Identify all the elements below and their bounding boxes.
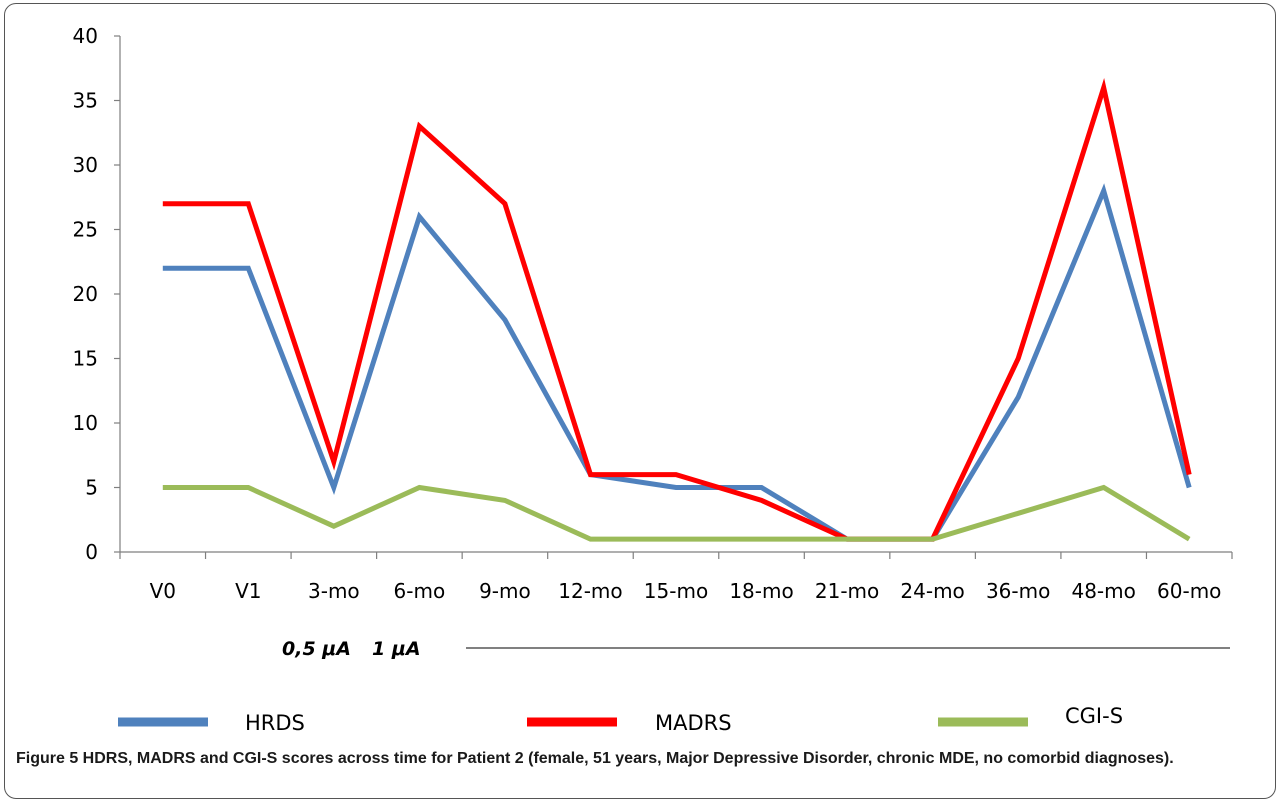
y-tick-label: 5 <box>85 476 98 500</box>
y-axis-ticks: 0 5 10 15 20 25 30 35 40 <box>73 24 120 564</box>
legend: HRDS MADRS CGI-S <box>118 704 1123 735</box>
x-tick-label: 24-mo <box>900 579 964 603</box>
legend-label-madrs: MADRS <box>655 711 732 735</box>
x-tick-label: 48-mo <box>1071 579 1135 603</box>
x-tick-label: 6-mo <box>394 579 446 603</box>
figure-frame <box>4 3 1276 799</box>
figure-caption: Figure 5 HDRS, MADRS and CGI-S scores ac… <box>16 747 1246 771</box>
x-tick-label: 36-mo <box>986 579 1050 603</box>
y-tick-label: 40 <box>73 24 98 48</box>
y-tick-label: 10 <box>73 411 98 435</box>
current-label-a: 0,5 μA <box>282 638 351 660</box>
x-tick-label: 21-mo <box>815 579 879 603</box>
caption-text: HDRS, MADRS and CGI-S scores across time… <box>78 750 1174 767</box>
legend-label-cgi-s: CGI-S <box>1065 704 1123 728</box>
y-tick-label: 30 <box>73 153 98 177</box>
x-tick-label: 3-mo <box>308 579 360 603</box>
x-tick-label: 15-mo <box>644 579 708 603</box>
y-tick-label: 15 <box>73 347 98 371</box>
series-line-hrds <box>162 183 1192 542</box>
series-line-cgi-s <box>162 484 1191 542</box>
x-axis-ticks: V0 V1 3-mo 6-mo 9-mo 12-mo 15-mo 18-mo 21-mo 24-m… <box>119 552 1233 603</box>
current-annotation: 0,5 μA 1 μA <box>282 638 1230 660</box>
x-tick-label: 12-mo <box>558 579 622 603</box>
x-tick-label: 9-mo <box>479 579 531 603</box>
y-tick-label: 0 <box>85 540 98 564</box>
x-tick-label: V0 <box>150 579 176 603</box>
figure-label: Figure 5 <box>16 750 79 767</box>
x-tick-label: 60-mo <box>1157 579 1221 603</box>
series-line-madrs <box>162 77 1192 542</box>
legend-label-hrds: HRDS <box>245 711 305 735</box>
x-tick-label: 18-mo <box>729 579 793 603</box>
current-label-b: 1 μA <box>372 638 421 660</box>
series-lines <box>162 77 1192 542</box>
y-tick-label: 35 <box>73 89 98 113</box>
y-tick-label: 25 <box>73 218 98 242</box>
x-tick-label: V1 <box>235 579 261 603</box>
y-tick-label: 20 <box>73 282 98 306</box>
line-chart: 0 5 10 15 20 25 30 35 40 V0 V1 3-mo 6-mo 9-mo 12-mo 15… <box>73 24 1233 735</box>
